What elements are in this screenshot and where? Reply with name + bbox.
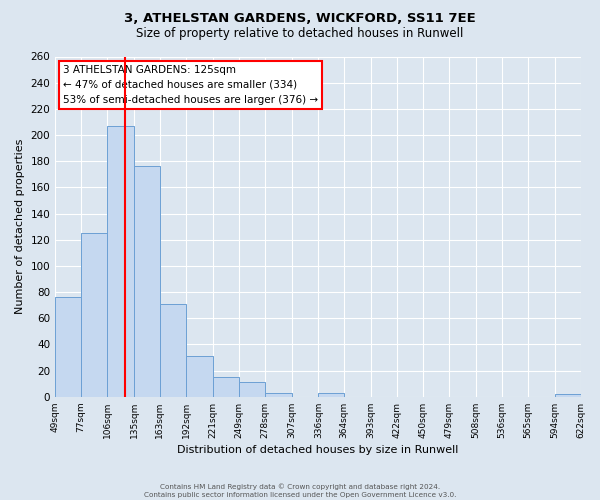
Bar xyxy=(134,166,160,397)
Text: 3 ATHELSTAN GARDENS: 125sqm
← 47% of detached houses are smaller (334)
53% of se: 3 ATHELSTAN GARDENS: 125sqm ← 47% of det… xyxy=(63,65,318,104)
Bar xyxy=(81,233,107,397)
Text: 3, ATHELSTAN GARDENS, WICKFORD, SS11 7EE: 3, ATHELSTAN GARDENS, WICKFORD, SS11 7EE xyxy=(124,12,476,26)
Bar xyxy=(318,393,344,397)
Bar xyxy=(265,393,292,397)
Bar xyxy=(239,382,265,397)
Bar xyxy=(555,394,581,397)
Bar xyxy=(213,377,239,397)
Text: Contains HM Land Registry data © Crown copyright and database right 2024.
Contai: Contains HM Land Registry data © Crown c… xyxy=(144,484,456,498)
Bar xyxy=(55,298,81,397)
Bar xyxy=(107,126,134,397)
Bar xyxy=(160,304,186,397)
Y-axis label: Number of detached properties: Number of detached properties xyxy=(15,139,25,314)
X-axis label: Distribution of detached houses by size in Runwell: Distribution of detached houses by size … xyxy=(177,445,458,455)
Text: Size of property relative to detached houses in Runwell: Size of property relative to detached ho… xyxy=(136,28,464,40)
Bar xyxy=(186,356,213,397)
